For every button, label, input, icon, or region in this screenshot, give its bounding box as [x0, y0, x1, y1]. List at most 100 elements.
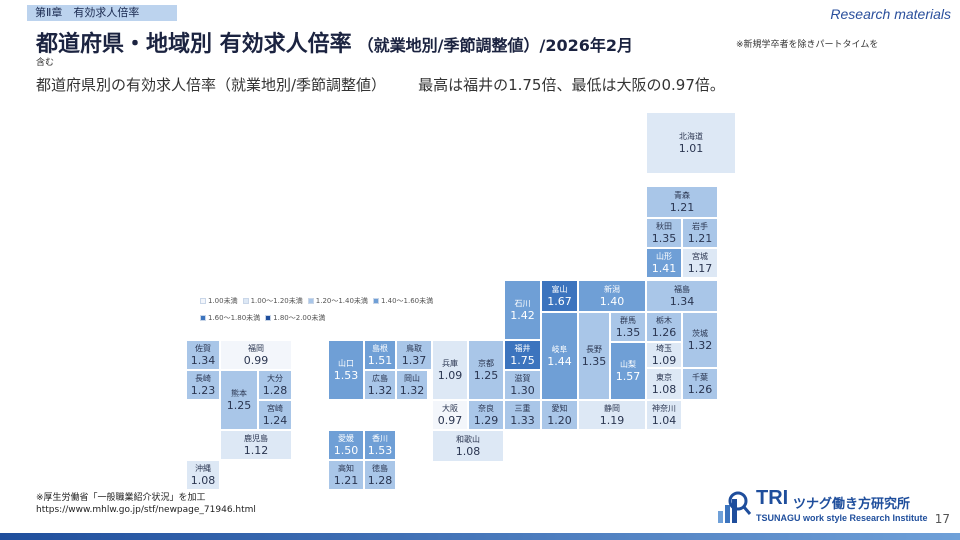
prefecture-name: 石川	[514, 298, 531, 308]
prefecture-tile: 静岡 1.19	[578, 400, 646, 430]
prefecture-value: 1.20	[547, 413, 572, 427]
prefecture-tile: 山形 1.41	[646, 248, 682, 278]
prefecture-tile: 香川 1.53	[364, 430, 396, 460]
prefecture-tile: 山梨 1.57	[610, 342, 646, 400]
prefecture-name: 青森	[674, 190, 690, 200]
prefecture-value: 1.40	[599, 294, 625, 308]
prefecture-name: 長崎	[195, 373, 211, 383]
prefecture-name: 富山	[551, 284, 568, 294]
legend-item: 1.80〜2.00未満	[265, 313, 325, 323]
prefecture-tile: 富山 1.67	[541, 280, 578, 312]
prefecture-name: 岐阜	[551, 344, 568, 354]
prefecture-name: 鹿児島	[244, 433, 268, 443]
prefecture-value: 1.44	[547, 354, 572, 368]
prefecture-tile: 岡山 1.32	[396, 370, 428, 400]
prefecture-value: 1.26	[651, 325, 677, 339]
title-note: ※新規学卒者を除きパートタイムを	[736, 40, 879, 50]
prefecture-tile: 長崎 1.23	[186, 370, 220, 400]
prefecture-tile: 千葉 1.26	[682, 368, 718, 400]
prefecture-name: 新潟	[604, 284, 620, 294]
prefecture-tile: 東京 1.08	[646, 368, 682, 400]
prefecture-tile: 福井 1.75	[504, 340, 541, 370]
legend-label: 1.00未満	[208, 297, 238, 305]
prefecture-name: 静岡	[604, 403, 620, 413]
logo-english: TSUNAGU work style Research Institute	[756, 513, 928, 523]
research-materials-label: Research materials	[830, 6, 951, 22]
prefecture-tile: 和歌山 1.08	[432, 430, 504, 462]
legend-swatch-icon	[372, 298, 379, 304]
prefecture-tile: 鹿児島 1.12	[220, 430, 292, 460]
prefecture-tile: 愛知 1.20	[541, 400, 578, 430]
subtitle: 都道府県別の有効求人倍率（就業地別/季節調整値） 最高は福井の1.75倍、最低は大…	[36, 74, 725, 95]
footnote-source: ※厚生労働省「一般職業紹介状況」を加工	[36, 493, 206, 503]
prefecture-name: 大阪	[442, 403, 458, 413]
prefecture-value: 1.09	[437, 368, 463, 382]
prefecture-name: 長野	[586, 344, 602, 354]
prefecture-value: 1.09	[651, 353, 677, 367]
logo-mark-icon	[718, 491, 752, 523]
prefecture-value: 1.19	[599, 413, 625, 427]
prefecture-tile: 三重 1.33	[504, 400, 541, 430]
prefecture-tile: 島根 1.51	[364, 340, 396, 370]
logo: TRI ツナグ働き方研究所 TSUNAGU work style Researc…	[716, 487, 928, 529]
prefecture-tile: 群馬 1.35	[610, 312, 646, 342]
prefecture-value: 0.99	[243, 353, 269, 367]
prefecture-value: 1.32	[399, 383, 425, 397]
legend-item: 1.00未満	[200, 296, 238, 306]
prefecture-tile: 奈良 1.29	[468, 400, 504, 430]
prefecture-tile: 愛媛 1.50	[328, 430, 364, 460]
prefecture-value: 0.97	[437, 413, 463, 427]
prefecture-value: 1.34	[669, 294, 695, 308]
prefecture-tile: 広島 1.32	[364, 370, 396, 400]
prefecture-name: 福岡	[248, 343, 264, 353]
prefecture-value: 1.04	[651, 413, 677, 427]
prefecture-tile: 栃木 1.26	[646, 312, 682, 342]
legend-label: 1.00〜1.20未満	[250, 297, 303, 305]
prefecture-value: 1.28	[262, 383, 288, 397]
footnote-url[interactable]: https://www.mhlw.go.jp/stf/newpage_71946…	[36, 505, 256, 515]
prefecture-name: 沖縄	[195, 463, 211, 473]
legend-item: 1.00〜1.20未満	[242, 296, 303, 306]
prefecture-tile: 石川 1.42	[504, 280, 541, 340]
prefecture-value: 1.21	[333, 473, 359, 487]
prefecture-tile: 北海道 1.01	[646, 112, 736, 174]
prefecture-name: 茨城	[692, 328, 708, 338]
prefecture-value: 1.08	[190, 473, 216, 487]
footnote: ※厚生労働省「一般職業紹介状況」を加工 https://www.mhlw.go.…	[36, 492, 256, 516]
prefecture-name: 兵庫	[442, 358, 458, 368]
legend-swatch-icon	[265, 315, 272, 321]
prefecture-name: 山形	[656, 251, 672, 261]
prefecture-tile: 埼玉 1.09	[646, 342, 682, 368]
prefecture-tile: 兵庫 1.09	[432, 340, 468, 400]
prefecture-value: 1.51	[367, 353, 393, 367]
prefecture-value: 1.53	[333, 368, 359, 382]
prefecture-name: 熊本	[231, 388, 247, 398]
legend-row-1: 1.00未満 1.00〜1.20未満 1.20〜1.40未満 1.40〜1.60…	[200, 296, 440, 306]
subtitle-left: 都道府県別の有効求人倍率（就業地別/季節調整値）	[36, 76, 387, 94]
legend-item: 1.20〜1.40未満	[307, 296, 368, 306]
prefecture-tile: 沖縄 1.08	[186, 460, 220, 490]
legend-label: 1.60〜1.80未満	[208, 314, 261, 322]
prefecture-name: 福島	[674, 284, 690, 294]
prefecture-name: 東京	[656, 372, 672, 382]
prefecture-value: 1.32	[687, 338, 713, 352]
prefecture-value: 1.41	[651, 261, 677, 275]
legend-swatch-icon	[200, 298, 206, 304]
prefecture-value: 1.32	[367, 383, 393, 397]
legend-row-2: 1.60〜1.80未満 1.80〜2.00未満	[200, 313, 440, 323]
prefecture-value: 1.26	[687, 382, 713, 396]
legend-item: 1.60〜1.80未満	[200, 313, 260, 323]
logo-tri: TRI	[756, 487, 789, 509]
prefecture-tile: 秋田 1.35	[646, 218, 682, 248]
prefecture-value: 1.53	[367, 443, 393, 457]
prefecture-name: 千葉	[692, 372, 708, 382]
prefecture-name: 佐賀	[195, 343, 211, 353]
prefecture-value: 1.35	[581, 354, 607, 368]
prefecture-tile: 滋賀 1.30	[504, 370, 541, 400]
chapter-tag: 第Ⅱ章 有効求人倍率	[27, 5, 177, 21]
prefecture-tile: 長野 1.35	[578, 312, 610, 400]
prefecture-tile: 高知 1.21	[328, 460, 364, 490]
title-main: 都道府県・地域別 有効求人倍率	[36, 32, 352, 57]
prefecture-value: 1.42	[510, 308, 535, 322]
legend-swatch-icon	[242, 298, 249, 304]
